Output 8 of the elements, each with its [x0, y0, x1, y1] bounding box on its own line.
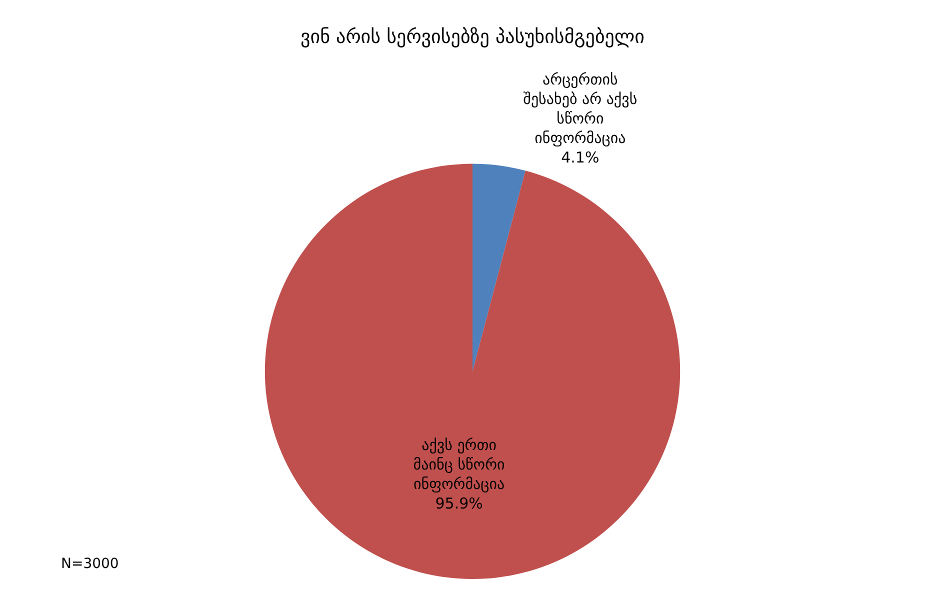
chart-title: ვინ არის სერვისებზე პასუხისმგებელი: [300, 26, 644, 48]
data-label: 4.1%: [561, 148, 600, 166]
data-label: 95.9%: [435, 494, 483, 513]
pie-slice: [472, 164, 526, 372]
slice-label: აქვს ერთი მაინც სწორი ინფორმაცია: [413, 436, 506, 494]
pie-slice: [265, 164, 680, 579]
slice-label: არცერთის შესახებ არ აქვს სწორი ინფორმაცია: [523, 70, 638, 147]
text: N=3000: [61, 556, 119, 572]
